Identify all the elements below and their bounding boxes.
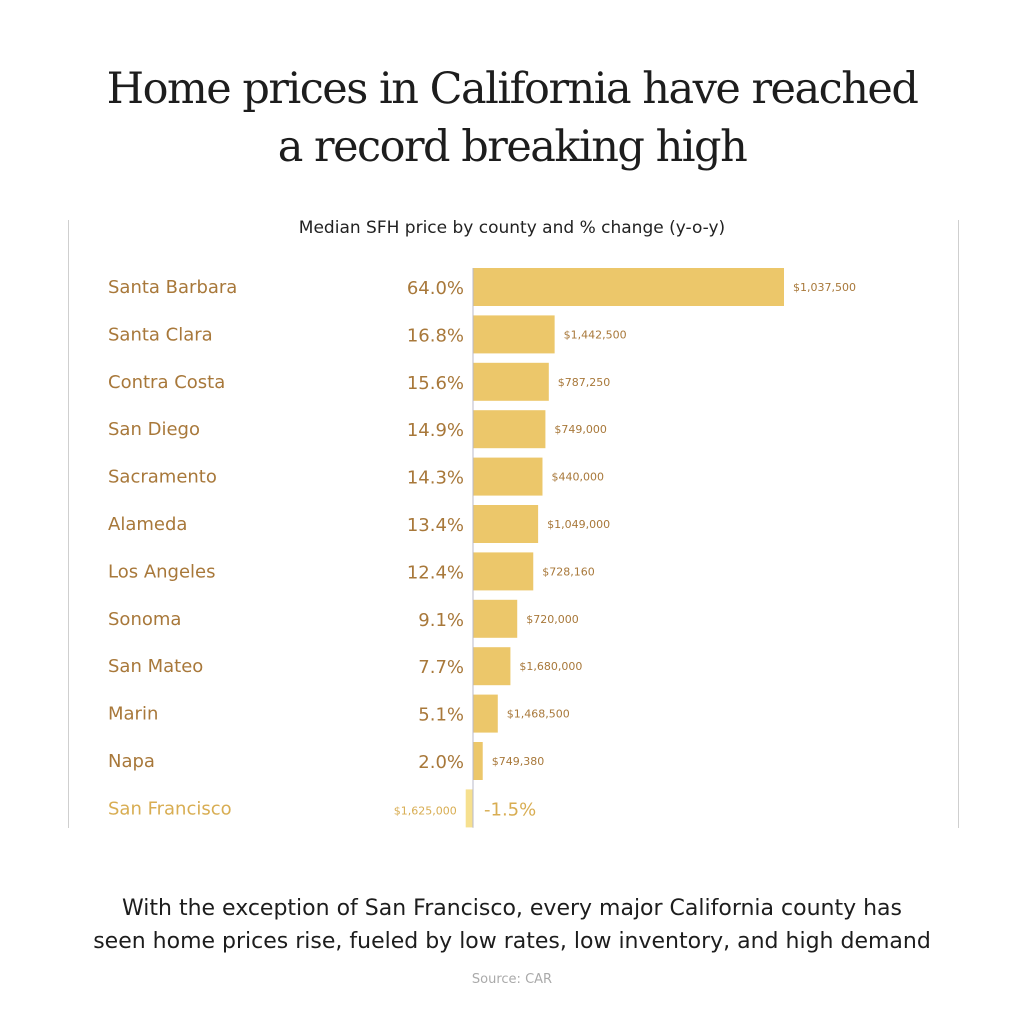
bar	[473, 742, 483, 780]
category-label: Contra Costa	[108, 372, 225, 393]
percent-label: 13.4%	[407, 515, 464, 536]
bar	[473, 599, 518, 638]
bar	[473, 362, 549, 401]
category-label: Santa Clara	[108, 324, 213, 345]
category-label: Marin	[108, 704, 158, 725]
percent-label: 16.8%	[407, 325, 464, 346]
percent-label: 15.6%	[407, 373, 464, 394]
percent-label: 12.4%	[407, 562, 464, 583]
price-label: $728,160	[542, 565, 595, 578]
category-label: Santa Barbara	[108, 277, 237, 298]
percent-label: 7.7%	[418, 657, 464, 678]
bar	[473, 694, 498, 733]
price-label: $440,000	[551, 471, 604, 484]
price-label: $720,000	[526, 613, 579, 626]
price-label: $787,250	[558, 376, 611, 389]
percent-label: 5.1%	[418, 705, 464, 726]
frame-right-line	[958, 220, 959, 828]
price-label: $1,468,500	[507, 708, 570, 721]
footer-caption: With the exception of San Francisco, eve…	[0, 892, 1024, 958]
price-label: $749,380	[492, 755, 545, 768]
frame-left-line	[68, 220, 69, 828]
bar	[473, 552, 534, 591]
footer-line-2: seen home prices rise, fueled by low rat…	[93, 929, 931, 954]
category-label: Alameda	[108, 514, 187, 535]
price-label: $1,037,500	[793, 281, 856, 294]
bar	[465, 789, 473, 828]
percent-label: 9.1%	[418, 610, 464, 631]
percent-label: 14.9%	[407, 420, 464, 441]
page-title: Home prices in California have reached a…	[0, 60, 1024, 176]
bar	[473, 457, 543, 496]
category-label: San Diego	[108, 419, 200, 440]
footer-line-1: With the exception of San Francisco, eve…	[122, 896, 902, 921]
price-label: $1,680,000	[519, 660, 582, 673]
percent-label: 2.0%	[418, 752, 464, 773]
bar	[473, 505, 539, 543]
category-label: Los Angeles	[108, 561, 216, 582]
title-line-2: a record breaking high	[277, 122, 748, 172]
price-label: $1,625,000	[394, 804, 457, 817]
percent-label: -1.5%	[484, 799, 536, 820]
chart-title: Median SFH price by county and % change …	[298, 218, 726, 238]
price-label: $749,000	[554, 423, 607, 436]
source-note: Source: CAR	[471, 972, 553, 987]
category-label: Sonoma	[108, 609, 181, 630]
price-label: $1,442,500	[564, 328, 627, 341]
bar	[473, 410, 546, 449]
title-line-1: Home prices in California have reached	[106, 64, 919, 114]
bar	[473, 268, 784, 306]
percent-label: 14.3%	[407, 468, 464, 489]
category-label: Napa	[108, 751, 155, 772]
percent-label: 64.0%	[407, 278, 464, 299]
price-label: $1,049,000	[547, 518, 610, 531]
category-label: San Mateo	[108, 656, 203, 677]
bar	[473, 647, 511, 686]
category-label: Sacramento	[108, 467, 217, 488]
bar	[473, 315, 555, 354]
category-label: San Francisco	[108, 798, 232, 819]
